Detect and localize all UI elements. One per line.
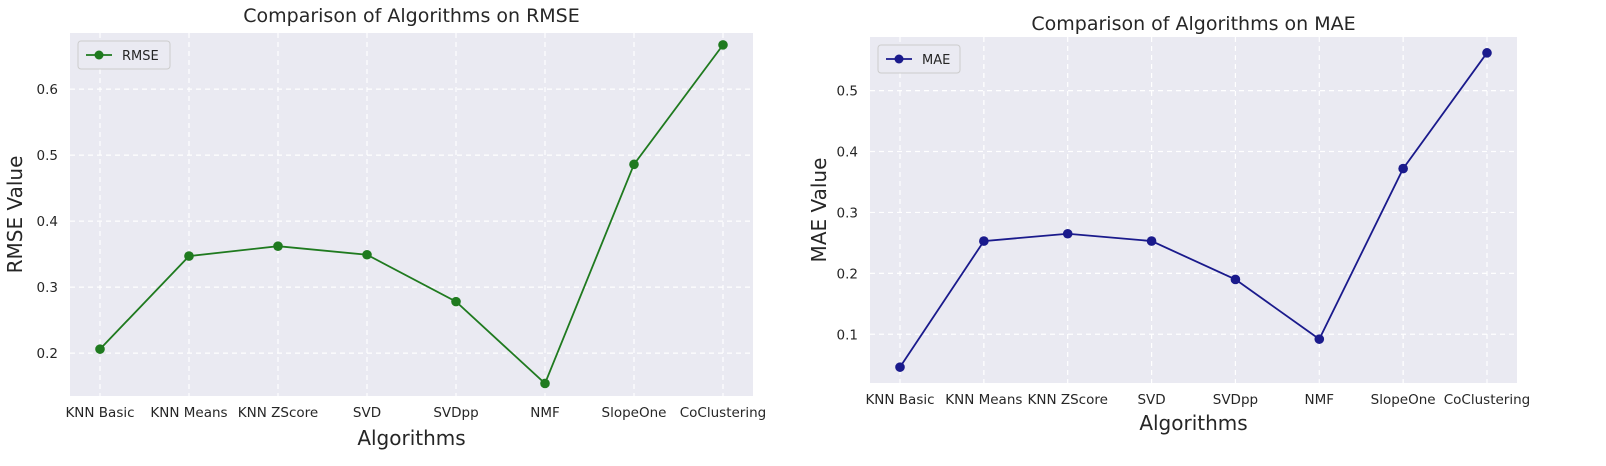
data-point — [273, 241, 283, 251]
data-point — [1314, 334, 1325, 344]
data-point — [629, 159, 639, 170]
mae-chart: KNN Basic KNN Means KNN ZScore SVD SVDpp NMF S… — [807, 13, 1530, 435]
y-axis-label: RMSE Value — [3, 156, 27, 274]
x-axis-label: Algorithms — [1139, 411, 1247, 435]
series-line — [899, 52, 1488, 368]
y-tick-label: 0.2 — [37, 346, 58, 362]
x-tick-label: KNN Means — [945, 392, 1022, 408]
legend-label: MAE — [922, 53, 950, 68]
data-point — [1230, 274, 1241, 285]
x-tick-label: SVDpp — [1213, 392, 1258, 408]
x-tick-label: KNN ZScore — [1028, 392, 1108, 408]
y-tick-label: 0.1 — [837, 327, 858, 343]
x-tick-label: KNN Means — [150, 405, 227, 421]
x-tick-label: SVD — [1137, 392, 1165, 408]
legend: MAE — [877, 44, 961, 74]
legend-box — [77, 40, 171, 70]
y-tick-label: 0.2 — [837, 266, 858, 282]
x-tick-label: SVDpp — [433, 405, 478, 421]
data-point — [718, 40, 728, 50]
y-tick-label: 0.4 — [37, 214, 58, 230]
legend-marker — [894, 54, 904, 64]
rmse-chart: KNN Basic KNN Means KNN ZScore SVD SVDpp NMF S… — [3, 5, 766, 450]
chart-title: Comparison of Algorithms on MAE — [1031, 13, 1355, 35]
x-tick-label: NMF — [530, 405, 560, 421]
data-point — [184, 251, 194, 261]
legend-label: RMSE — [122, 49, 159, 64]
data-point — [979, 236, 989, 246]
data-point — [1146, 236, 1157, 246]
y-tick-label: 0.4 — [837, 145, 858, 161]
x-tick-label: CoClustering — [680, 405, 766, 421]
x-axis-label: Algorithms — [357, 426, 465, 450]
data-point — [95, 344, 105, 354]
x-tick-label: KNN ZScore — [238, 405, 318, 421]
legend-marker — [94, 50, 104, 60]
x-tick-label: KNN Basic — [865, 392, 934, 408]
x-tick-label: SlopeOne — [1371, 392, 1436, 408]
data-point — [1398, 163, 1408, 174]
x-tick-label: NMF — [1305, 392, 1335, 408]
chart-title: Comparison of Algorithms on RMSE — [243, 5, 580, 27]
x-tick-label: CoClustering — [1444, 392, 1530, 408]
y-tick-label: 0.6 — [37, 82, 58, 98]
data-point — [451, 296, 461, 307]
data-point — [895, 362, 905, 372]
y-tick-label: 0.3 — [837, 205, 858, 221]
data-point — [1482, 48, 1492, 58]
plot-area — [870, 37, 1517, 383]
y-tick-label: 0.3 — [37, 280, 58, 296]
legend: RMSE — [77, 40, 171, 70]
data-point — [540, 378, 550, 389]
data-point — [362, 249, 372, 260]
series-line — [99, 44, 724, 386]
data-point — [1062, 228, 1073, 239]
y-tick-label: 0.5 — [837, 84, 858, 100]
y-axis-label: MAE Value — [807, 158, 831, 263]
x-tick-label: SVD — [353, 405, 381, 421]
legend-box — [877, 44, 961, 74]
y-tick-label: 0.5 — [37, 148, 58, 164]
x-tick-label: KNN Basic — [65, 405, 134, 421]
plot-area — [70, 33, 753, 396]
x-tick-label: SlopeOne — [602, 405, 667, 421]
